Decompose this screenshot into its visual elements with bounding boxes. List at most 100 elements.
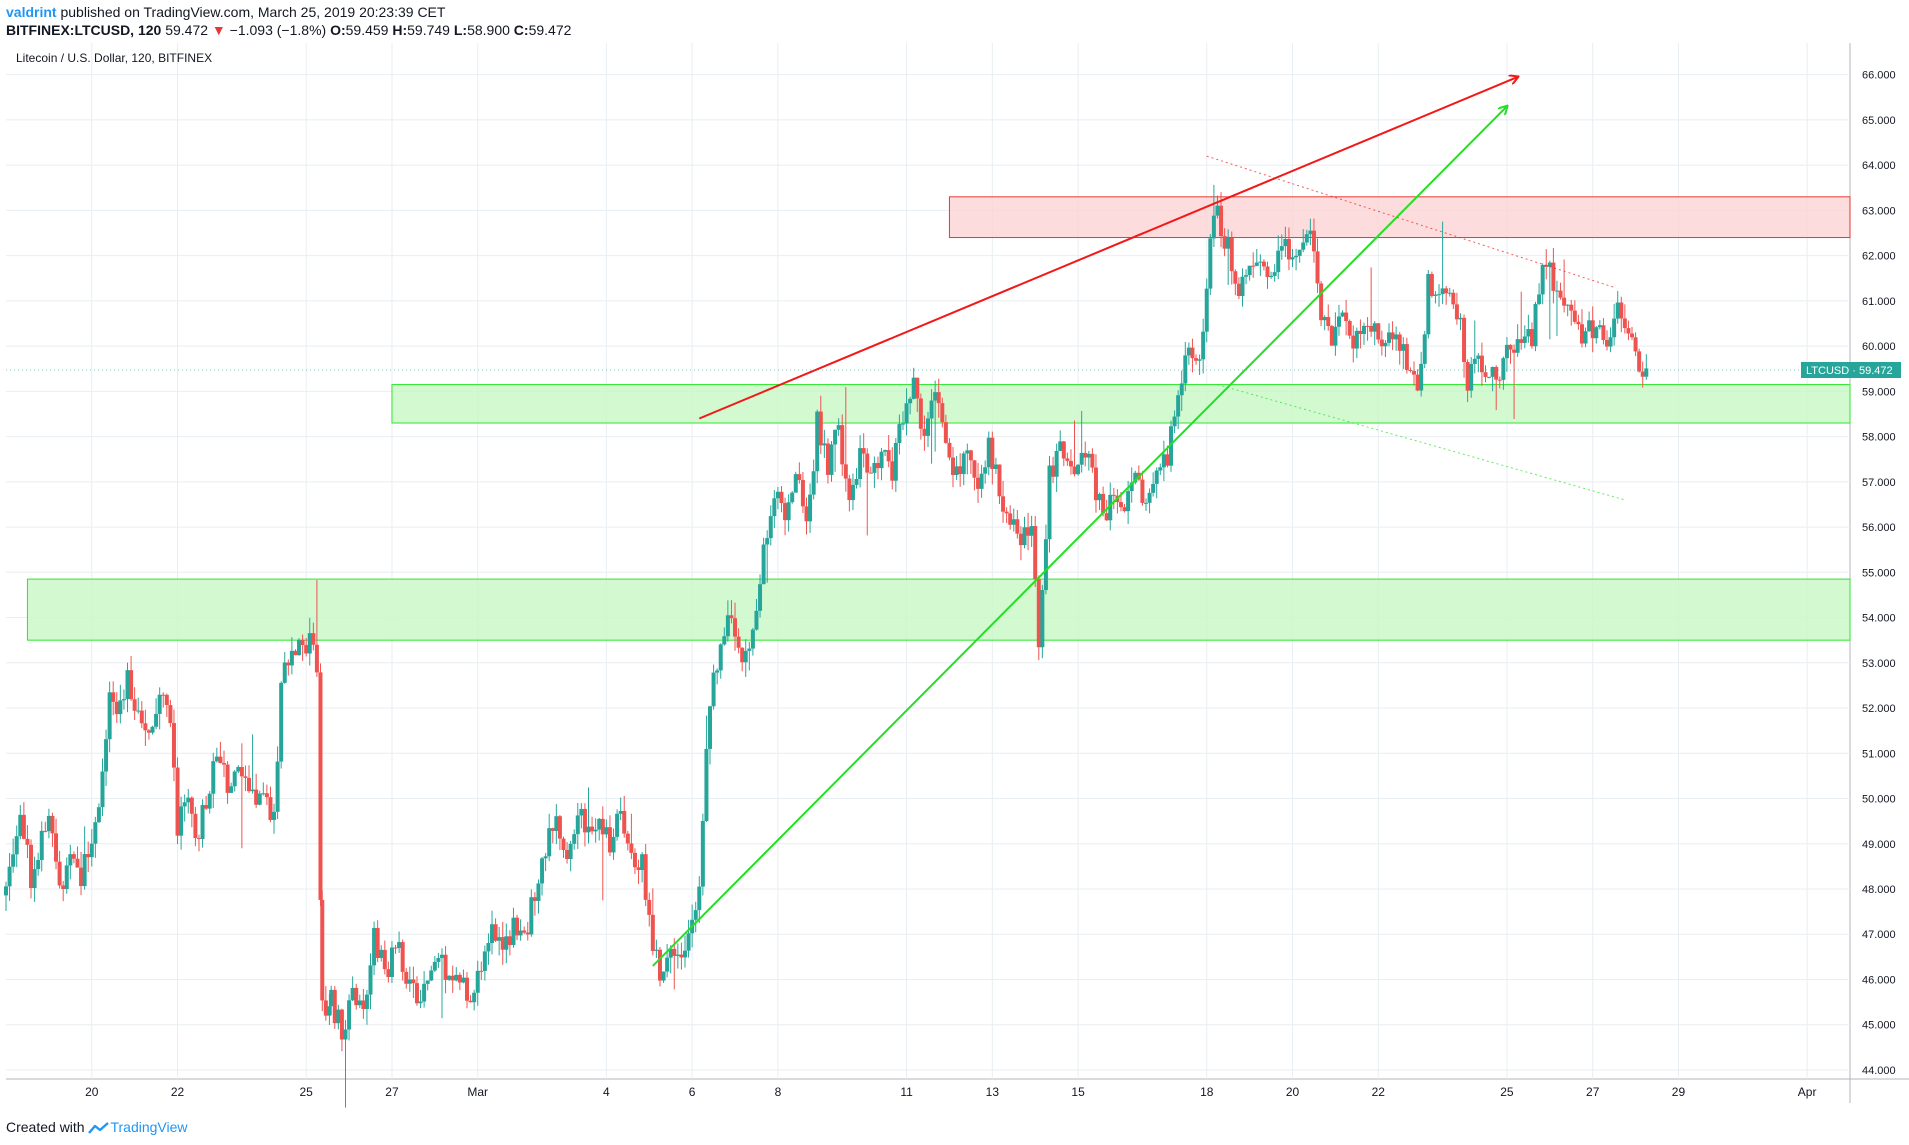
candle <box>833 429 838 472</box>
candle-body <box>21 814 26 839</box>
candle <box>840 414 845 476</box>
created-with-text: Created with <box>6 1119 85 1135</box>
candle <box>386 961 391 983</box>
candle-body <box>908 398 913 404</box>
candle-body <box>379 949 384 958</box>
candle-body <box>121 699 126 701</box>
candle-body <box>1490 366 1495 377</box>
candle <box>357 994 362 1009</box>
candle <box>461 969 466 984</box>
candle <box>1194 354 1199 365</box>
candle <box>339 1008 344 1052</box>
candle-body <box>482 951 487 971</box>
candle-body <box>307 633 312 654</box>
candle-body <box>1061 441 1066 459</box>
author-link[interactable]: valdrint <box>6 4 57 20</box>
candle <box>1333 312 1338 356</box>
candle-body <box>1358 330 1363 334</box>
candle-body <box>640 854 645 871</box>
candle <box>1029 515 1034 547</box>
candle <box>650 888 655 956</box>
candle-body <box>1637 351 1642 372</box>
candle-body <box>804 506 809 522</box>
candle <box>1133 470 1138 485</box>
candle <box>397 931 402 953</box>
candle-body <box>1533 303 1538 347</box>
candle <box>708 705 713 765</box>
y-tick-label: 57.000 <box>1862 477 1896 489</box>
candle-body <box>861 448 866 454</box>
candle <box>936 378 941 418</box>
candle-body <box>1408 369 1413 372</box>
candle-body <box>1147 492 1152 503</box>
support-zone-upper <box>391 384 1851 424</box>
tradingview-logo-icon <box>88 1122 110 1135</box>
high-label: H: <box>392 22 408 38</box>
candle-body <box>1258 261 1263 263</box>
candle <box>675 943 680 969</box>
candle-body <box>1597 325 1602 328</box>
x-tick-label: 25 <box>1500 1085 1514 1099</box>
candle <box>1093 454 1098 513</box>
candle-body <box>1104 513 1109 521</box>
candle <box>768 505 773 546</box>
candle <box>1215 195 1220 219</box>
candle-body <box>414 983 419 1004</box>
candle-body <box>1215 205 1220 216</box>
candle <box>157 687 162 730</box>
published-text: published on TradingView.com, March 25, … <box>60 4 446 20</box>
candle <box>418 989 423 1009</box>
candle-body <box>1015 519 1020 534</box>
candle <box>1004 507 1009 524</box>
candle <box>1633 332 1638 357</box>
candle-body <box>822 443 827 446</box>
candle-body <box>225 764 230 793</box>
candle-body <box>793 474 798 493</box>
candle-body <box>661 971 666 981</box>
candle-body <box>418 1001 423 1004</box>
candle <box>983 460 988 484</box>
candle <box>818 395 823 455</box>
candle <box>1151 472 1156 497</box>
candle <box>261 782 266 796</box>
candle-body <box>1329 326 1334 346</box>
candle <box>618 797 623 821</box>
candle <box>1265 261 1270 289</box>
candle-body <box>475 970 480 993</box>
candle <box>1490 366 1495 392</box>
candle <box>304 638 309 657</box>
candle-body <box>397 942 402 949</box>
candle <box>922 415 927 451</box>
candle <box>1290 248 1295 268</box>
candle <box>1376 322 1381 344</box>
candle <box>468 995 473 1003</box>
tradingview-brand[interactable]: TradingView <box>110 1119 188 1135</box>
candle <box>1254 249 1259 267</box>
candle <box>100 758 105 816</box>
candle <box>1204 278 1209 343</box>
candle <box>1576 314 1581 330</box>
candle-body <box>1319 283 1324 321</box>
candle <box>129 655 134 701</box>
candle <box>1383 340 1388 358</box>
candle-body <box>404 971 409 984</box>
candle-body <box>500 937 505 950</box>
symbol-line: BITFINEX:LTCUSD, 120 59.472 ▼ −1.093 (−1… <box>6 22 571 38</box>
candle-body <box>943 422 948 443</box>
candle <box>1404 337 1409 374</box>
candle <box>1058 430 1063 451</box>
candle-body <box>543 856 548 859</box>
candle <box>900 411 905 431</box>
candle-body <box>1354 330 1359 349</box>
candle <box>875 456 880 480</box>
candle-body <box>808 494 813 522</box>
candle-body <box>432 961 437 971</box>
candle <box>597 817 602 841</box>
candle-body <box>304 645 309 654</box>
candle-body <box>708 706 713 749</box>
candle <box>1015 510 1020 539</box>
candle <box>1276 235 1281 280</box>
candle <box>1562 259 1567 313</box>
candle <box>200 799 205 848</box>
